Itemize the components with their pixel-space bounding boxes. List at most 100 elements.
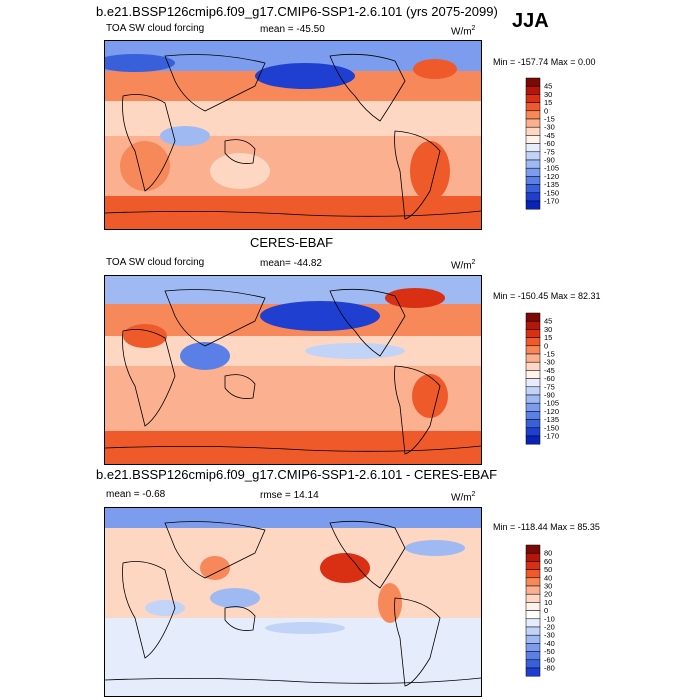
colorbar-tick-label: -75 [544,147,555,156]
panel2-map-field [105,276,481,464]
colorbar-box [525,85,541,95]
colorbar-box [525,184,541,194]
colorbar-tick-label: 20 [544,590,552,599]
colorbar-tick-label: -45 [544,366,555,375]
panel3-rmse-label: rmse = 14.14 [260,490,319,501]
colorbar-tick-label: -90 [544,391,555,400]
colorbar-box [525,386,541,396]
colorbar-box [525,552,541,562]
colorbar-tick-label: -60 [544,655,555,664]
colorbar-tick-label: -45 [544,131,555,140]
colorbar-tick-label: -150 [544,188,559,197]
colorbar-box [525,192,541,202]
colorbar-box [525,427,541,437]
colorbar-box [525,411,541,420]
colorbar-tick-label: 45 [544,317,552,326]
colorbar-box [525,435,541,445]
colorbar-box [525,569,541,579]
colorbar-box [525,151,541,161]
colorbar-tick-label: -15 [544,115,555,124]
colorbar-tick-label: 0 [544,341,548,350]
colorbar-box [525,361,541,371]
colorbar-tick-label: -120 [544,407,559,416]
panel1-map [104,40,482,230]
colorbar-tick-label: -150 [544,423,559,432]
panel1-variable-label: TOA SW cloud forcing [106,23,205,34]
colorbar-tick-label: -40 [544,639,555,648]
colorbar-tick-label: 30 [544,582,552,591]
panel1-map-field [105,41,481,229]
colorbar-tick-label: 30 [544,325,552,334]
panel1-units: W/m2 [451,25,476,38]
colorbar-box [525,143,541,153]
panel2-minmax: Min = -150.45 Max = 82.31 [493,291,601,301]
panel1-title: b.e21.BSSP126cmip6.f09_g17.CMIP6-SSP1-2.… [96,4,498,19]
panel2-variable-label: TOA SW cloud forcing [106,257,205,268]
colorbar-box [525,312,541,322]
colorbar-tick-label: -105 [544,399,559,408]
panel2-colorbar-svg: 4530150-15-30-45-60-75-90-105-120-135-15… [525,312,559,445]
colorbar-box [525,135,541,144]
panel3-title: b.e21.BSSP126cmip6.f09_g17.CMIP6-SSP1-2.… [96,467,498,482]
colorbar-tick-label: -20 [544,623,555,632]
colorbar-tick-label: 15 [544,333,552,342]
colorbar-tick-label: -10 [544,614,555,623]
colorbar-box [525,159,541,169]
colorbar-box [525,94,541,103]
panel3-units: W/m2 [451,491,476,504]
panel2-mean-label: mean= -44.82 [260,258,322,269]
panel3-mean-label: mean = -0.68 [106,489,166,500]
colorbar-box [525,345,541,355]
colorbar-box [525,643,541,652]
colorbar-box [525,618,541,628]
colorbar-tick-label: -105 [544,164,559,173]
colorbar-tick-label: 15 [544,98,552,107]
colorbar-tick-label: 0 [544,606,548,615]
colorbar-box [525,118,541,128]
colorbar-tick-label: -90 [544,156,555,165]
colorbar-tick-label: -135 [544,180,559,189]
colorbar-tick-label: -30 [544,358,555,367]
colorbar-box [525,329,541,338]
colorbar-box [525,602,541,611]
colorbar-box [525,200,541,210]
colorbar-box [525,577,541,587]
colorbar-box [525,337,541,347]
colorbar-box [525,77,541,87]
colorbar-tick-label: -170 [544,197,559,206]
panel2-units: W/m2 [451,259,476,272]
colorbar-box [525,394,541,404]
colorbar-box [525,378,541,388]
colorbar-tick-label: -60 [544,139,555,148]
colorbar-tick-label: -135 [544,415,559,424]
colorbar-tick-label: 40 [544,573,552,582]
colorbar-tick-label: -15 [544,350,555,359]
colorbar-tick-label: 30 [544,90,552,99]
colorbar-tick-label: -80 [544,664,555,673]
panel2-map [104,275,482,465]
colorbar-tick-label: -170 [544,432,559,441]
panel3-map-field [105,508,481,696]
colorbar-box [525,585,541,595]
colorbar-box [525,634,541,644]
colorbar-box [525,610,541,620]
colorbar-box [525,110,541,120]
colorbar-tick-label: -75 [544,382,555,391]
colorbar-tick-label: 10 [544,598,552,607]
colorbar-tick-label: 80 [544,549,552,558]
colorbar-box [525,544,541,554]
colorbar-box [525,561,541,570]
colorbar-tick-label: -30 [544,631,555,640]
panel1-colorbar-svg: 4530150-15-30-45-60-75-90-105-120-135-15… [525,77,559,210]
panel2-colorbar: 45 30 15 0 -15 -30 -45 -60 -75 -90 -105 -120 -135 -15… [525,312,596,463]
colorbar-box [525,167,541,177]
colorbar-box [525,667,541,677]
colorbar-box [525,626,541,636]
colorbar-box [525,353,541,363]
colorbar-tick-label: -50 [544,647,555,656]
colorbar-box [525,402,541,412]
colorbar-tick-label: 45 [544,82,552,91]
colorbar-box [525,593,541,603]
panel3-minmax: Min = -118.44 Max = 85.35 [493,522,600,532]
